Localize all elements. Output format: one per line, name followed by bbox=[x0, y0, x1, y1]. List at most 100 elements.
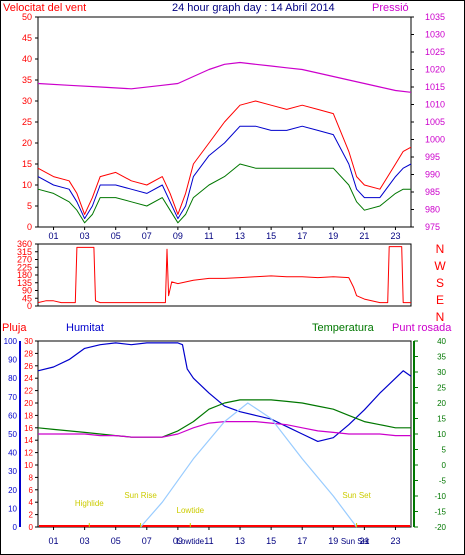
humidity-axis: 0 10 20 30 40 50 60 70 80 90 100 bbox=[4, 337, 21, 532]
temperature-axis: -20 -15 -10 -5 0 5 10 15 20 25 30 35 40 bbox=[413, 337, 447, 532]
wind-speed-axis-title: Velocitat del vent bbox=[3, 2, 86, 14]
humidity-tick-label: 30 bbox=[8, 467, 17, 476]
rain-tick-label: 10 bbox=[24, 461, 33, 470]
pressure-tick-label: 1010 bbox=[425, 100, 445, 110]
pressure-tick-label: 990 bbox=[425, 170, 440, 180]
hour-tick-label: 11 bbox=[204, 536, 213, 546]
wind-speed-tick-label: 25 bbox=[22, 117, 32, 127]
compass-label: W bbox=[434, 259, 446, 273]
marker-label: Lowtide bbox=[177, 506, 205, 515]
direction-plot-area bbox=[37, 243, 412, 307]
series-pressure-line bbox=[37, 61, 412, 93]
wind-speed-tick-label: 10 bbox=[22, 180, 32, 190]
rain-tick-label: 24 bbox=[24, 374, 33, 383]
direction-tick-label: 180 bbox=[17, 270, 32, 280]
compass-label: N bbox=[436, 310, 445, 324]
pressure-tick-label: 1000 bbox=[425, 135, 445, 145]
hour-tick-label: 05 bbox=[111, 231, 121, 241]
temperature-tick-label: -5 bbox=[439, 477, 447, 486]
rain-tick-label: 6 bbox=[29, 486, 34, 495]
rain-tick-label: 28 bbox=[24, 349, 33, 358]
humidity-tick-label: 70 bbox=[8, 393, 17, 402]
rain-tick-label: 4 bbox=[29, 498, 34, 507]
rain-tick-label: 16 bbox=[24, 424, 33, 433]
humidity-tick-label: 10 bbox=[8, 504, 17, 513]
humidity-tick-label: 80 bbox=[8, 374, 17, 383]
series-temperature-line bbox=[37, 399, 411, 438]
pressure-tick-label: 975 bbox=[425, 222, 440, 232]
astronomical-markers: Highlide Sun Rise Lowtide Sun Set Lowtide Sun… bbox=[75, 491, 372, 546]
humidity-tick-label: 20 bbox=[8, 486, 17, 495]
wind-speed-tick-label: 30 bbox=[22, 96, 32, 106]
series-humidity-line bbox=[37, 342, 412, 442]
humidity-series-group bbox=[37, 342, 412, 528]
pressure-tick-label: 1025 bbox=[425, 47, 445, 57]
dewpoint-axis-title: Punt rosada bbox=[392, 322, 452, 334]
rain-tick-label: 26 bbox=[24, 362, 33, 371]
rain-tick-label: 8 bbox=[29, 473, 34, 482]
hour-tick-label: 09 bbox=[173, 231, 183, 241]
hour-tick-label: 09 bbox=[173, 536, 183, 546]
wind-speed-tick-label: 35 bbox=[22, 75, 32, 85]
direction-tick-label: 90 bbox=[22, 286, 32, 296]
hour-tick-label: 15 bbox=[266, 536, 276, 546]
hour-tick-label: 01 bbox=[49, 231, 59, 241]
wind-speed-tick-label: 20 bbox=[22, 138, 32, 148]
series-average-line bbox=[37, 125, 412, 220]
rain-tick-label: 18 bbox=[24, 411, 33, 420]
hour-tick-label: 07 bbox=[142, 536, 152, 546]
compass-label: S bbox=[436, 276, 444, 290]
wind-speed-tick-label: 5 bbox=[27, 201, 32, 211]
temperature-tick-label: 25 bbox=[437, 384, 446, 393]
hour-tick-label: 11 bbox=[204, 231, 213, 241]
rain-tick-label: 12 bbox=[24, 449, 33, 458]
hour-tick-label: 19 bbox=[328, 231, 338, 241]
pressure-tick-label: 995 bbox=[425, 152, 440, 162]
hour-tick-label: 17 bbox=[297, 536, 307, 546]
temperature-tick-label: -20 bbox=[434, 523, 446, 532]
hour-tick-label: 23 bbox=[390, 231, 400, 241]
temperature-tick-label: 15 bbox=[437, 415, 446, 424]
rain-tick-label: 0 bbox=[29, 523, 34, 532]
hour-tick-label: 13 bbox=[235, 231, 245, 241]
hour-tick-label: 03 bbox=[80, 536, 90, 546]
series-sun_elevation-line bbox=[140, 402, 358, 528]
humidity-tick-label: 40 bbox=[8, 449, 17, 458]
wind-speed-tick-label: 15 bbox=[22, 159, 32, 169]
bottom-event-label: Sun Set bbox=[341, 537, 370, 546]
direction-tick-label: 45 bbox=[22, 293, 32, 303]
temperature-tick-label: 35 bbox=[437, 353, 446, 362]
temperature-axis-title: Temperatura bbox=[312, 322, 375, 334]
pressure-tick-label: 980 bbox=[425, 205, 440, 215]
pressure-axis: 975 980 985 990 995 1000 1005 1010 1015 1020 1025 1… bbox=[411, 12, 445, 232]
chart-date-title: 24 hour graph day : 14 Abril 2014 bbox=[172, 2, 335, 14]
bottom-event-label: Lowtide bbox=[177, 537, 205, 546]
hour-tick-label: 19 bbox=[328, 536, 338, 546]
hour-tick-label: 07 bbox=[142, 231, 152, 241]
wind-speed-axis: 0 5 10 15 20 25 30 35 40 45 50 bbox=[22, 12, 38, 232]
temperature-tick-label: 10 bbox=[437, 430, 446, 439]
pressure-tick-label: 985 bbox=[425, 187, 440, 197]
series-direction-line bbox=[37, 246, 411, 304]
wind-speed-tick-label: 40 bbox=[22, 54, 32, 64]
temperature-tick-label: 20 bbox=[437, 399, 446, 408]
hour-tick-label: 21 bbox=[359, 231, 369, 241]
temperature-tick-label: 5 bbox=[442, 446, 447, 455]
pressure-tick-label: 1015 bbox=[425, 82, 445, 92]
temperature-tick-label: 30 bbox=[437, 368, 446, 377]
compass-label: E bbox=[436, 293, 444, 307]
rain-tick-label: 30 bbox=[24, 337, 33, 346]
direction-tick-label: 0 bbox=[27, 301, 32, 311]
hour-tick-label: 15 bbox=[266, 231, 276, 241]
series-gust-line bbox=[37, 100, 412, 215]
hour-tick-label: 05 bbox=[111, 536, 121, 546]
wind-speed-tick-label: 0 bbox=[27, 222, 32, 232]
temperature-tick-label: -15 bbox=[434, 508, 446, 517]
marker-label: Sun Rise bbox=[124, 491, 157, 500]
pressure-tick-label: 1035 bbox=[425, 12, 445, 22]
wind-speed-tick-label: 45 bbox=[22, 33, 32, 43]
hour-tick-label: 23 bbox=[390, 536, 400, 546]
